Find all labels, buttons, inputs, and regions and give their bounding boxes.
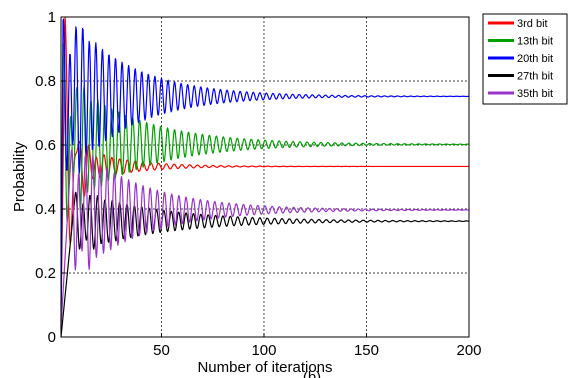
legend-items: 3rd bit 13th bit 20th bit 27th bit 35th bit: [488, 18, 553, 100]
x-tick-label: 200: [456, 342, 481, 359]
legend-label: 27th bit: [517, 71, 553, 83]
y-tick-label: 0.8: [35, 73, 56, 90]
y-tick-label: 1: [48, 9, 56, 26]
series-line-3: [60, 18, 470, 331]
legend: 3rd bit 13th bit 20th bit 27th bit 35th bit: [482, 13, 568, 105]
legend-label: 35th bit: [517, 88, 553, 100]
series-line-2: [60, 41, 470, 312]
axis-ticks: [61, 16, 470, 338]
y-tick-label: 0: [48, 329, 56, 346]
legend-label: 3rd bit: [517, 18, 548, 30]
series-lines: [60, 16, 470, 338]
y-tick-label: 0.4: [35, 201, 56, 218]
y-tick-label: 0.2: [35, 265, 56, 282]
tick-labels: 50 100 150 200 0 0.2 0.4 0.6 0.8 1: [35, 9, 481, 359]
plot-frame: [60, 16, 470, 338]
legend-label: 13th bit: [517, 36, 553, 48]
series-line-5: [60, 149, 470, 328]
series-line-4: [60, 191, 470, 338]
y-tick-label: 0.6: [35, 137, 56, 154]
x-tick-label: 150: [354, 342, 379, 359]
panel-label: (b): [303, 369, 321, 378]
legend-label: 20th bit: [517, 53, 553, 65]
y-axis-label: Probability: [11, 141, 28, 212]
x-axis-label: Number of iterations: [197, 359, 332, 376]
x-tick-label: 50: [153, 342, 170, 359]
x-tick-label: 100: [251, 342, 276, 359]
